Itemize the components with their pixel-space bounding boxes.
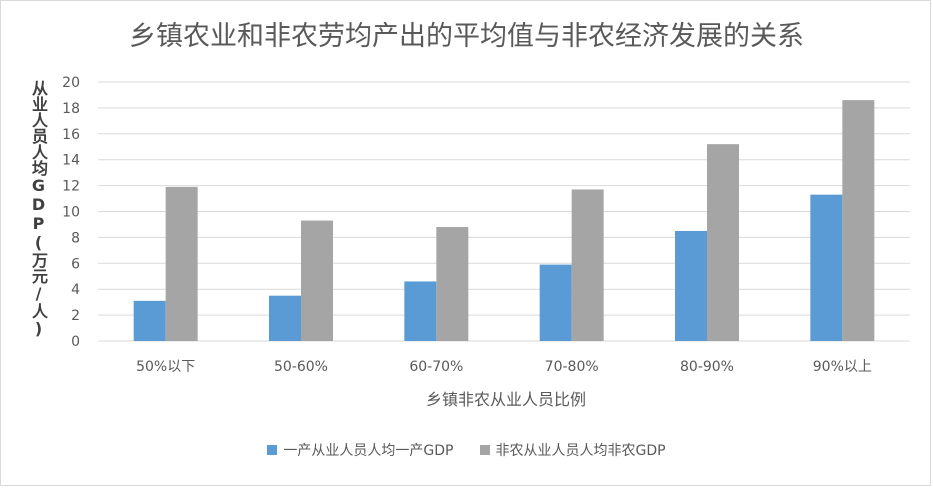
- bar-series-2: [436, 227, 469, 341]
- y-tick-label: 14: [62, 153, 80, 169]
- legend: 一产从业人员人均一产GDP 非农从业人员人均非农GDP: [0, 440, 933, 460]
- y-tick-labels: 0 2 4 6 8 10 12 14 16 18 20: [62, 75, 80, 350]
- bar-series-2: [301, 220, 333, 341]
- bar-series-2: [842, 100, 875, 341]
- legend-label-series-2: 非农从业人员人均非农GDP: [495, 443, 666, 459]
- x-tick-label: 60-70%: [409, 359, 463, 375]
- bar-series-1: [404, 281, 437, 341]
- x-tick-label: 90%以上: [813, 359, 872, 375]
- legend-swatch-series-2: [479, 445, 490, 455]
- bars: [133, 100, 875, 341]
- bar-series-1: [810, 194, 843, 341]
- bar-series-1: [133, 300, 166, 341]
- y-tick-label: 4: [71, 282, 80, 298]
- bar-series-2: [707, 144, 739, 341]
- x-tick-label: 50-60%: [274, 359, 328, 375]
- bar-series-1: [539, 264, 572, 341]
- x-tick-label: 70-80%: [545, 359, 599, 375]
- chart-plot: 0 2 4 6 8 10 12 14 16 18 20 50%以下 50-60% 60-70% 70-80…: [62, 75, 910, 409]
- y-tick-label: 6: [71, 256, 80, 272]
- y-tick-label: 10: [62, 205, 80, 221]
- y-tick-label: 16: [62, 127, 80, 143]
- y-tick-label: 20: [62, 75, 80, 91]
- x-tick-label: 50%以下: [136, 359, 195, 375]
- y-axis-label: 从业人员人均GDP(万元/人): [29, 80, 48, 338]
- bar-series-2: [571, 189, 604, 341]
- y-tick-label: 12: [62, 179, 80, 195]
- bar-series-1: [675, 230, 707, 341]
- y-tick-label: 2: [71, 308, 80, 324]
- y-tick-label: 18: [62, 101, 80, 117]
- x-axis-label: 乡镇非农从业人员比例: [426, 390, 586, 409]
- y-tick-label: 8: [71, 230, 80, 246]
- legend-label-series-1: 一产从业人员人均一产GDP: [283, 443, 454, 459]
- bar-series-2: [165, 186, 198, 341]
- legend-swatch-series-1: [267, 445, 278, 455]
- chart-title: 乡镇农业和非农劳均产出的平均值与非农经济发展的关系: [129, 21, 804, 52]
- legend-item-series-1: 一产从业人员人均一产GDP: [267, 440, 454, 460]
- bar-series-1: [269, 295, 301, 341]
- x-tick-labels: 50%以下 50-60% 60-70% 70-80% 80-90% 90%以上: [136, 359, 872, 375]
- y-tick-label: 0: [71, 334, 80, 350]
- x-tick-label: 80-90%: [680, 359, 734, 375]
- legend-item-series-2: 非农从业人员人均非农GDP: [479, 440, 666, 460]
- gridlines: [98, 81, 910, 342]
